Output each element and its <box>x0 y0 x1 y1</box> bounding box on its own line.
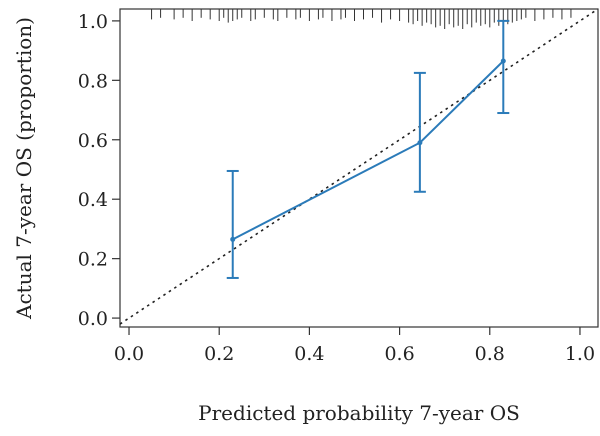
plot-frame <box>119 8 599 328</box>
y-tick-label: 0.0 <box>78 308 108 330</box>
reference-diagonal-line <box>119 8 599 325</box>
x-tick-label: 0.0 <box>114 343 144 365</box>
y-tick-label: 0.8 <box>78 70 108 92</box>
y-tick-label: 0.2 <box>78 249 108 271</box>
x-axis: 0.0 0.2 0.4 0.6 0.8 1.0 <box>114 327 595 365</box>
data-point <box>417 140 423 146</box>
x-tick-label: 0.6 <box>384 343 414 365</box>
x-tick-label: 1.0 <box>565 343 595 365</box>
y-tick-label: 0.4 <box>78 189 108 211</box>
data-point <box>230 236 236 242</box>
rug-plot <box>151 9 572 29</box>
x-tick-label: 0.4 <box>294 343 324 365</box>
y-axis-title: Actual 7-year OS (proportion) <box>12 17 36 320</box>
x-axis-title: Predicted probability 7-year OS <box>198 401 520 425</box>
y-axis: 0.0 0.2 0.4 0.6 0.8 1.0 <box>78 11 120 330</box>
series-line <box>232 60 505 241</box>
x-tick-label: 0.8 <box>475 343 505 365</box>
x-tick-label: 0.2 <box>204 343 234 365</box>
y-tick-label: 0.6 <box>78 130 108 152</box>
calibration-series <box>226 19 510 279</box>
y-tick-label: 1.0 <box>78 11 108 33</box>
data-point <box>500 58 506 64</box>
